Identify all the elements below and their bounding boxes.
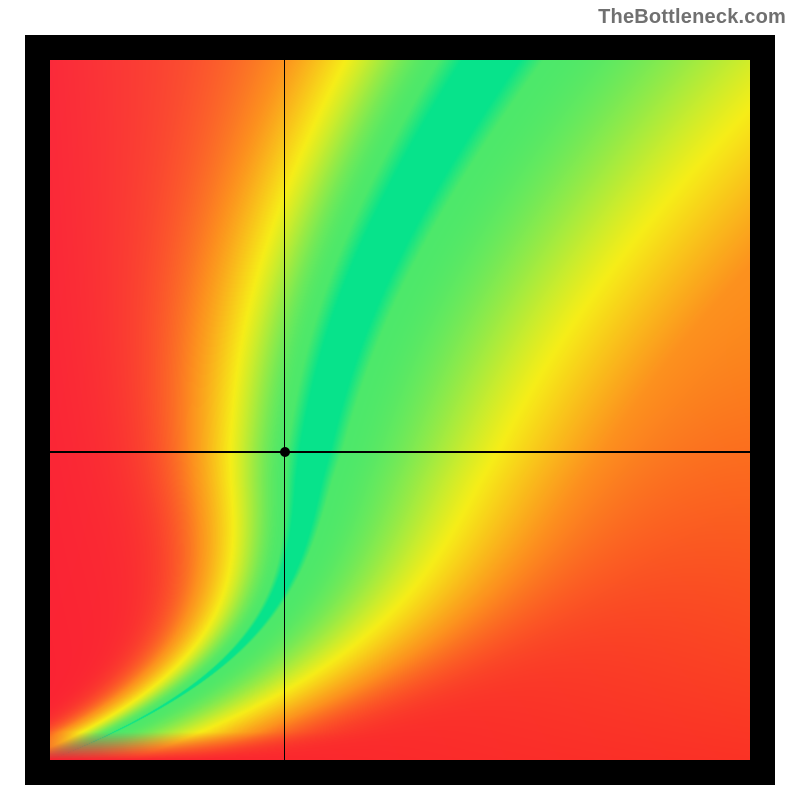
chart-container: TheBottleneck.com	[0, 0, 800, 800]
watermark-text: TheBottleneck.com	[598, 6, 786, 29]
crosshair-horizontal	[50, 451, 750, 453]
heatmap-canvas	[50, 60, 750, 760]
crosshair-vertical	[284, 60, 286, 760]
data-point-marker	[280, 447, 290, 457]
